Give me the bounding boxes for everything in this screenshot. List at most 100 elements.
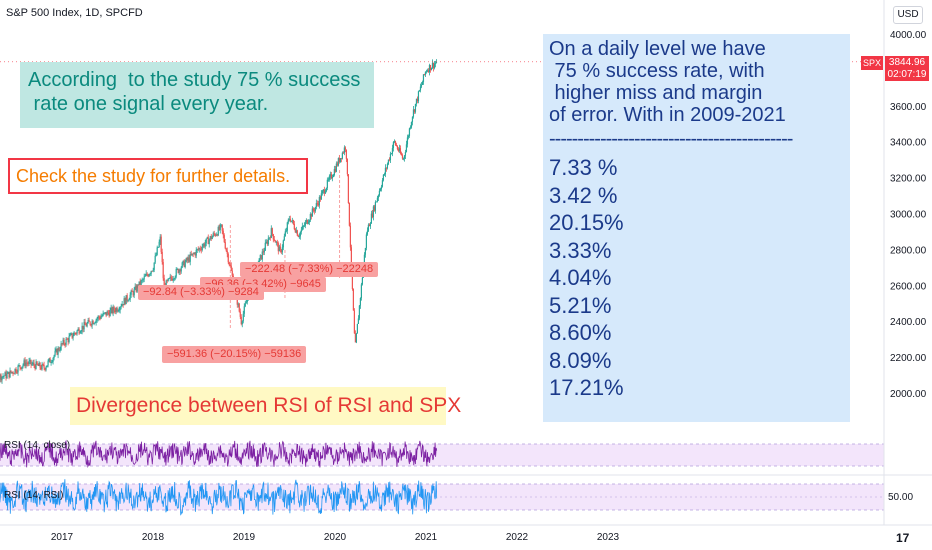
candle-body [288,218,290,220]
candle-body [66,338,68,340]
candle-body [272,234,274,240]
candle-body [128,299,130,301]
candle-body [82,325,84,330]
candle-body [79,332,81,334]
y-tick-label: 2000.00 [890,389,927,400]
y-tick-label: 3600.00 [890,102,927,113]
brand-logo: 17 [896,531,910,545]
candle-body [80,331,82,333]
candle-body [203,243,205,247]
rate-value: 3.42 % [549,182,618,208]
candle-body [182,260,184,263]
candle-body [49,358,51,363]
candle-body [407,135,410,138]
candle-body [337,158,339,166]
candle-body [376,197,379,202]
candle-body [304,222,306,226]
candle-body [111,307,113,314]
candle-body [15,368,17,373]
candle-body [409,127,412,129]
rate-note-line: higher miss and margin [549,82,763,104]
candle-body [1,376,3,381]
candle-body [423,74,426,76]
candle-body [341,152,343,159]
candle-body [310,214,312,217]
candle-body [48,358,50,361]
measure-label[interactable]: −92.84 (−3.33%) −9284 [138,285,264,300]
details-note[interactable]: Check the study for further details. [8,158,308,194]
candle-body [114,310,116,313]
candle-body [103,312,105,314]
candle-body [264,242,266,251]
candle-body [338,158,340,163]
candle-body [347,174,349,204]
candle-body [228,262,230,265]
symbol-title[interactable]: S&P 500 Index, 1D, SPCFD [6,7,143,19]
candle-body [216,234,218,236]
candle-body [298,236,300,238]
candle-body [127,300,129,302]
candle-body [321,191,323,194]
candle-body [85,324,87,327]
candle-body [316,203,318,204]
candle-body [225,248,227,251]
candle-body [33,362,35,366]
candle-body [78,328,80,334]
y-tick-label: 3200.00 [890,174,927,185]
candle-body [224,242,226,249]
measure-label[interactable]: −591.36 (−20.15%) −59136 [162,346,307,363]
y-tick-label: 2600.00 [890,281,927,292]
currency-button[interactable]: USD [893,6,923,24]
rate-note-line: On a daily level we have [549,38,766,60]
candle-body [394,141,397,145]
candle-body [17,365,19,373]
candle-body [188,257,190,262]
candle-body [52,358,54,362]
candle-body [271,228,273,235]
candle-body [101,315,103,317]
candle-body [20,367,22,369]
candle-body [10,370,12,373]
candle-body [146,273,148,276]
candle-body [185,258,187,262]
candle-body [121,303,123,307]
candle-body [360,284,362,299]
candle-body [69,334,71,337]
candle-body [319,197,321,200]
candle-body [314,207,316,212]
candle-body [172,278,174,281]
candle-body [165,280,167,289]
candle-body [398,148,401,151]
candle-body [358,305,360,319]
candle-body [324,191,326,194]
divergence-note[interactable]: Divergence between RSI of RSI and SPX [70,387,461,425]
measure-label[interactable]: −222.48 (−7.33%) −22248 [240,262,379,277]
candle-body [336,163,338,166]
success-rate-note[interactable]: On a daily level we have 75 % success ra… [543,34,850,422]
candle-body [356,323,358,334]
candle-body [275,241,277,243]
study-note[interactable]: According to the study 75 % success rate… [20,62,374,128]
rsi-close-label[interactable]: RSI (14, close) [4,440,71,451]
candle-body [380,186,383,190]
candle-body [208,239,210,245]
candle-body [60,343,62,350]
measurement-lines [229,170,341,330]
candle-body [283,236,285,241]
x-tick-label: 2020 [324,532,347,543]
candle-body [309,214,311,221]
candle-body [352,289,354,311]
candle-body [366,230,368,235]
candle-body [312,208,314,211]
candle-body [406,137,409,145]
candle-body [195,249,197,256]
rsi-rsi-label[interactable]: RSI (14, RSI) [4,490,64,501]
candle-body [412,109,415,117]
candle-body [229,264,231,266]
candle-body [348,203,350,226]
candle-body [245,302,247,304]
candle-body [325,187,327,192]
candle-body [318,197,320,206]
candle-body [266,241,268,245]
